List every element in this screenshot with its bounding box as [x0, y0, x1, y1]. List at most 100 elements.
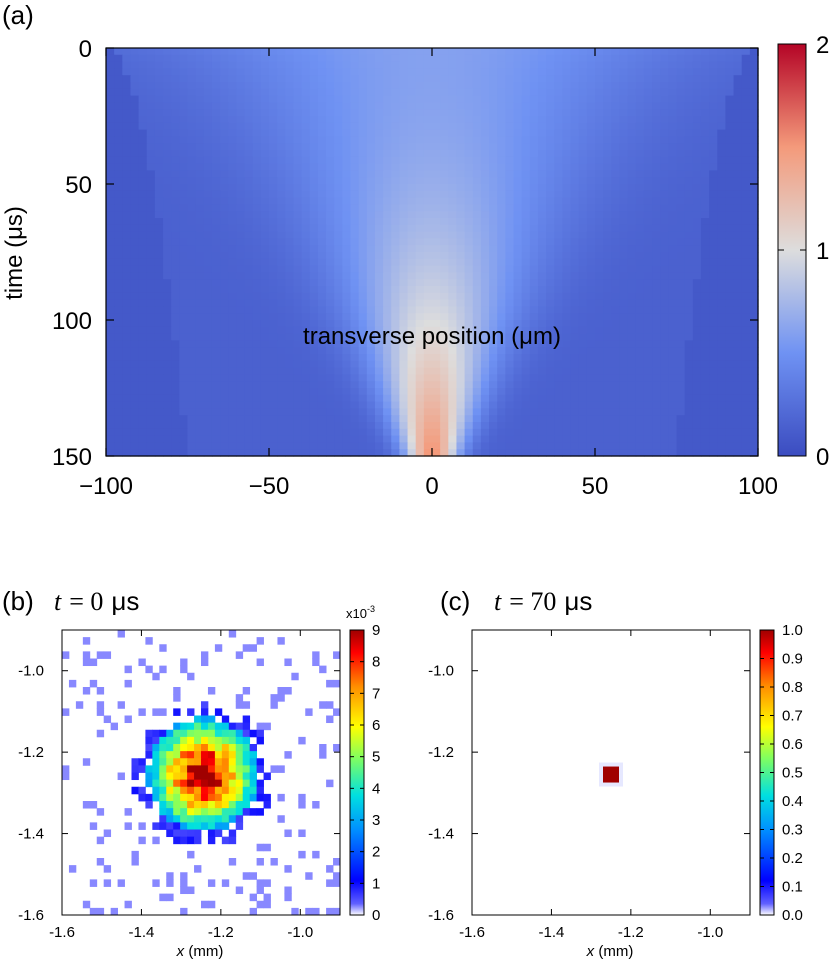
- heat-cell: [448, 313, 458, 321]
- heat-cell: [529, 170, 539, 178]
- heat-cell: [399, 48, 409, 56]
- heat-cell: [448, 286, 458, 294]
- heat-cell: [529, 286, 539, 294]
- heat-cell: [733, 75, 743, 83]
- heat-cell: [643, 129, 653, 137]
- heat-cell: [741, 374, 751, 382]
- heat-cell: [334, 150, 343, 158]
- heat-cell: [309, 231, 319, 239]
- heat-cell: [562, 388, 572, 396]
- heat-cell: [513, 82, 523, 90]
- heat-cell: [480, 82, 490, 90]
- heat-cell: [440, 449, 449, 457]
- heat-cell: [173, 687, 181, 695]
- heat-cell: [668, 129, 678, 137]
- heat-cell: [309, 360, 319, 369]
- heat-cell: [358, 306, 368, 314]
- heat-cell: [399, 143, 409, 151]
- heat-cell: [480, 54, 490, 63]
- heat-cell: [342, 306, 352, 314]
- heat-cell: [293, 61, 303, 69]
- heat-cell: [415, 197, 425, 205]
- heat-cell: [505, 238, 515, 246]
- heat-cell: [627, 394, 637, 403]
- heat-cell: [570, 401, 580, 409]
- heat-cell: [260, 231, 270, 239]
- heat-cell: [374, 95, 384, 103]
- heat-cell: [173, 694, 181, 702]
- heat-cell: [350, 320, 360, 328]
- heat-cell: [627, 422, 637, 430]
- heat-cell: [350, 136, 360, 144]
- heat-cell: [277, 381, 286, 389]
- heat-cell: [709, 258, 718, 267]
- heat-cell: [456, 109, 466, 117]
- panel-a-xlabel: transverse position (μm): [303, 323, 561, 350]
- heat-cell: [366, 320, 376, 328]
- heat-cell: [668, 211, 678, 219]
- heat-cell: [668, 95, 678, 103]
- heat-cell: [350, 326, 360, 335]
- heat-cell: [660, 401, 669, 409]
- heat-cell: [114, 68, 123, 76]
- heat-cell: [187, 286, 197, 294]
- heat-cell: [391, 394, 400, 403]
- heat-cell: [366, 347, 376, 355]
- heat-cell: [301, 415, 311, 423]
- heat-cell: [399, 82, 409, 90]
- heat-cell: [122, 170, 132, 178]
- heat-cell: [293, 449, 303, 457]
- heat-cell: [676, 218, 686, 226]
- heat-cell: [684, 299, 694, 307]
- heat-cell: [692, 245, 702, 253]
- heat-cell: [309, 245, 319, 253]
- heat-cell: [521, 218, 531, 226]
- heat-cell: [456, 286, 466, 294]
- heat-cell: [163, 449, 172, 457]
- heat-cell: [244, 347, 254, 355]
- heat-cell: [578, 299, 588, 307]
- heat-cell: [106, 381, 115, 389]
- heat-cell: [725, 354, 735, 362]
- heat-cell: [285, 360, 295, 369]
- heat-cell: [399, 197, 409, 205]
- heat-cell: [627, 374, 637, 382]
- heat-cell: [578, 204, 588, 212]
- heat-cell: [603, 258, 612, 267]
- heat-cell: [277, 637, 285, 645]
- heat-cell: [122, 360, 132, 369]
- heat-cell: [749, 245, 759, 253]
- heat-cell: [187, 292, 197, 301]
- heat-cell: [423, 177, 433, 185]
- heat-cell: [578, 374, 588, 382]
- heat-cell: [537, 401, 547, 409]
- heat-cell: [578, 381, 588, 389]
- heat-cell: [146, 360, 156, 369]
- heat-cell: [456, 116, 466, 124]
- heat-cell: [489, 252, 498, 260]
- heat-cell: [456, 394, 466, 403]
- heat-cell: [611, 163, 621, 171]
- heat-cell: [130, 272, 140, 280]
- heat-cell: [562, 401, 572, 409]
- heat-cell: [668, 381, 678, 389]
- heat-cell: [611, 354, 621, 362]
- heat-cell: [603, 415, 612, 423]
- heat-cell: [138, 136, 148, 144]
- heat-cell: [130, 279, 140, 287]
- heat-cell: [187, 68, 197, 76]
- heat-cell: [211, 150, 221, 158]
- heat-cell: [301, 109, 311, 117]
- heat-cell: [252, 61, 262, 69]
- heat-cell: [252, 422, 262, 430]
- heat-cell: [187, 129, 197, 137]
- heat-cell: [195, 428, 205, 437]
- heat-cell: [277, 184, 286, 192]
- heat-cell: [668, 320, 678, 328]
- heat-cell: [505, 75, 515, 83]
- heat-cell: [114, 422, 123, 430]
- heat-cell: [595, 354, 604, 362]
- heat-cell: [309, 428, 319, 437]
- heat-cell: [709, 415, 718, 423]
- heat-cell: [203, 238, 213, 246]
